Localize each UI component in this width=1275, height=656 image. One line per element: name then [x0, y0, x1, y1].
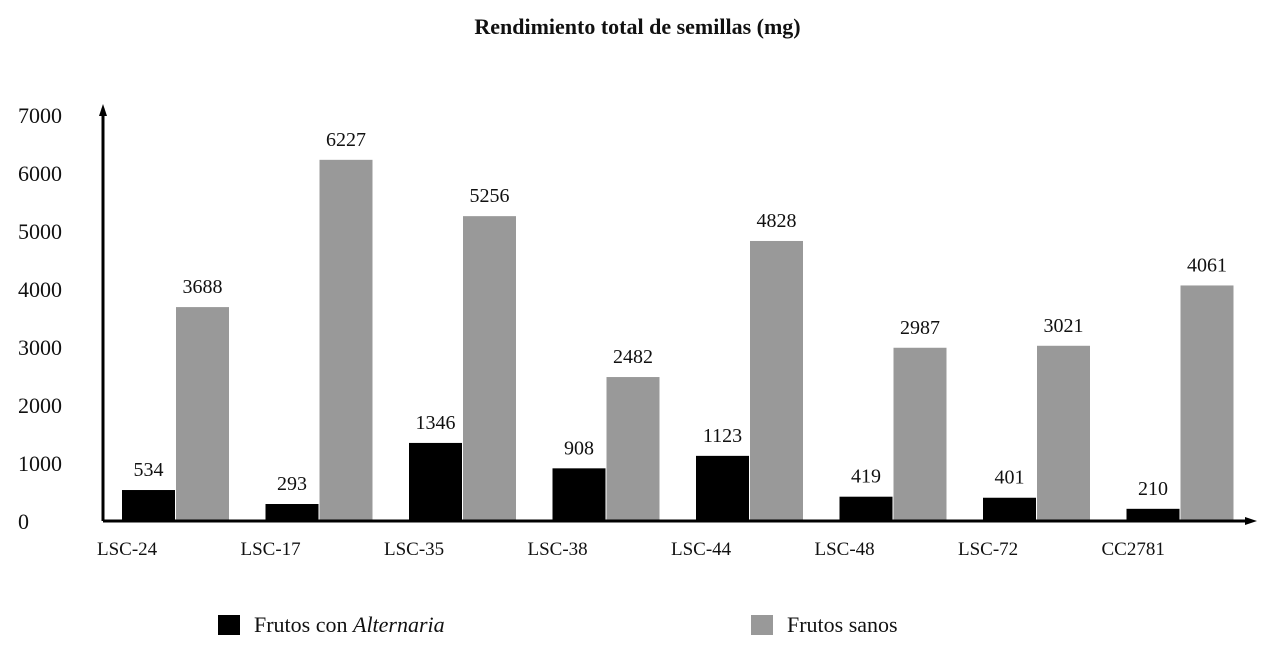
- legend-swatch-gray: [751, 615, 773, 635]
- data-label: 3688: [183, 276, 223, 298]
- data-label: 2482: [613, 346, 653, 368]
- data-label: 6227: [326, 129, 366, 151]
- x-axis-arrow: [1245, 517, 1257, 525]
- bar-sanos: [176, 307, 229, 521]
- legend-label-sanos: Frutos sanos: [787, 612, 898, 637]
- x-tick-label: LSC-44: [671, 539, 732, 560]
- y-tick-label: 3000: [18, 335, 62, 360]
- bar-alternaria: [696, 455, 749, 521]
- x-tick-label: CC2781: [1102, 539, 1165, 560]
- bar-alternaria: [122, 490, 175, 521]
- y-tick-label: 5000: [18, 219, 62, 244]
- data-label: 401: [995, 467, 1025, 489]
- data-label: 534: [134, 459, 164, 481]
- data-label: 3021: [1044, 315, 1084, 337]
- x-tick-label: LSC-72: [958, 539, 1018, 560]
- bar-sanos: [750, 240, 803, 521]
- x-tick-label: LSC-38: [528, 539, 588, 560]
- data-label: 293: [277, 473, 307, 495]
- bars-layer: [122, 159, 1234, 522]
- y-tick-label: 4000: [18, 277, 62, 302]
- data-label: 2987: [900, 317, 940, 339]
- y-tick-label: 2000: [18, 393, 62, 418]
- bar-alternaria: [409, 442, 462, 521]
- bar-sanos: [606, 377, 660, 521]
- legend-item-alternaria: Frutos con Alternaria: [218, 612, 445, 638]
- data-label: 1123: [703, 425, 742, 447]
- y-axis-arrow: [99, 104, 107, 116]
- data-label: 210: [1138, 478, 1168, 500]
- legend: Frutos con Alternaria Frutos sanos: [0, 612, 1275, 642]
- legend-item-sanos: Frutos sanos: [751, 612, 898, 638]
- bar-sanos: [463, 216, 516, 522]
- bar-alternaria: [1126, 508, 1180, 521]
- bar-sanos: [893, 347, 947, 521]
- bar-sanos: [1037, 345, 1090, 521]
- x-tick-label: LSC-17: [241, 539, 301, 560]
- y-axis-ticks: 0 1000 2000 3000 4000 5000 6000 7000: [18, 103, 62, 534]
- legend-label-alternaria: Frutos con Alternaria: [254, 612, 445, 637]
- x-tick-label: LSC-35: [384, 539, 444, 560]
- bar-sanos: [1180, 285, 1234, 521]
- x-axis-ticks: LSC-24 LSC-17 LSC-35 LSC-38 LSC-44 LSC-48 LSC-…: [97, 539, 1165, 560]
- y-tick-label: 0: [18, 509, 29, 534]
- data-label: 908: [564, 437, 594, 459]
- data-labels-layer: 534 3688 293 6227 1346 5256 908 2482 1123 4828 419…: [134, 129, 1228, 500]
- data-label: 419: [851, 466, 881, 488]
- data-label: 1346: [416, 412, 456, 434]
- chart-title: Rendimiento total de semillas (mg): [474, 14, 801, 39]
- legend-swatch-black: [218, 615, 240, 635]
- bar-alternaria: [265, 504, 319, 521]
- bar-alternaria: [983, 497, 1036, 521]
- data-label: 4828: [757, 210, 797, 232]
- data-label: 4061: [1187, 254, 1227, 276]
- y-tick-label: 1000: [18, 451, 62, 476]
- y-tick-label: 6000: [18, 161, 62, 186]
- y-tick-label: 7000: [18, 103, 62, 128]
- x-tick-label: LSC-24: [97, 539, 158, 560]
- bar-sanos: [319, 159, 373, 522]
- bar-alternaria: [552, 468, 606, 521]
- data-label: 5256: [470, 185, 510, 207]
- x-tick-label: LSC-48: [815, 539, 875, 560]
- bar-alternaria: [839, 496, 893, 521]
